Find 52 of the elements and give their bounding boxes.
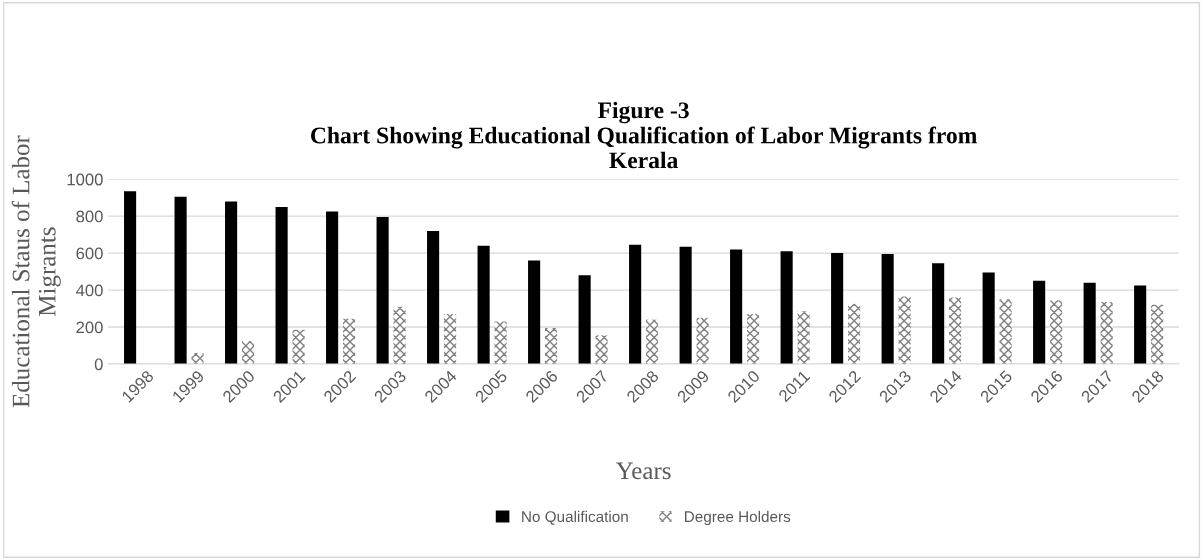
bar [730, 249, 743, 364]
bar [780, 251, 793, 364]
bar [545, 327, 558, 364]
bar [242, 340, 255, 364]
y-tick-label: 400 [75, 284, 103, 297]
bar [982, 272, 995, 364]
bar [376, 217, 389, 364]
y-axis-title: Educational Staus of Labor Migrants [11, 135, 61, 408]
bar [275, 206, 288, 364]
bar [494, 321, 507, 364]
legend-label: Degree Holders [685, 510, 791, 526]
x-axis-title: Years [615, 462, 671, 480]
y-tick-label: 0 [94, 358, 103, 371]
bar [343, 318, 356, 364]
bar [595, 335, 608, 364]
bar [1100, 302, 1113, 364]
bar [191, 352, 204, 364]
y-tick-label: 600 [76, 247, 103, 260]
bar [679, 246, 692, 364]
bar [1083, 282, 1096, 364]
bar [444, 314, 457, 364]
bar [881, 254, 894, 364]
bar [831, 253, 844, 364]
bar [1033, 280, 1046, 364]
legend-label: No Qualification [522, 510, 628, 525]
bar [174, 196, 187, 364]
y-tick-label: 200 [76, 321, 103, 334]
bar [949, 297, 962, 364]
bar [999, 299, 1012, 364]
bar [629, 244, 642, 364]
bar [326, 211, 339, 364]
bar [393, 306, 406, 364]
bar [646, 319, 659, 364]
bar [932, 263, 945, 364]
bar [427, 230, 440, 364]
bar [797, 311, 810, 364]
bar [1050, 300, 1063, 364]
bar [1134, 285, 1147, 364]
bar [477, 245, 490, 364]
bar [747, 314, 760, 364]
bar [898, 296, 911, 364]
bar [696, 317, 709, 364]
bar [528, 260, 541, 364]
bar [292, 329, 305, 364]
bar [225, 201, 238, 364]
chart-title: Figure -3 Chart Showing Educational Qualification of Labor Migrants from Kerala [311, 101, 977, 169]
bar [848, 303, 861, 364]
bar [124, 191, 137, 364]
y-tick-label: 1000 [67, 173, 103, 186]
bar [1151, 304, 1164, 364]
y-tick-label: 800 [76, 210, 103, 223]
bar [578, 275, 591, 364]
